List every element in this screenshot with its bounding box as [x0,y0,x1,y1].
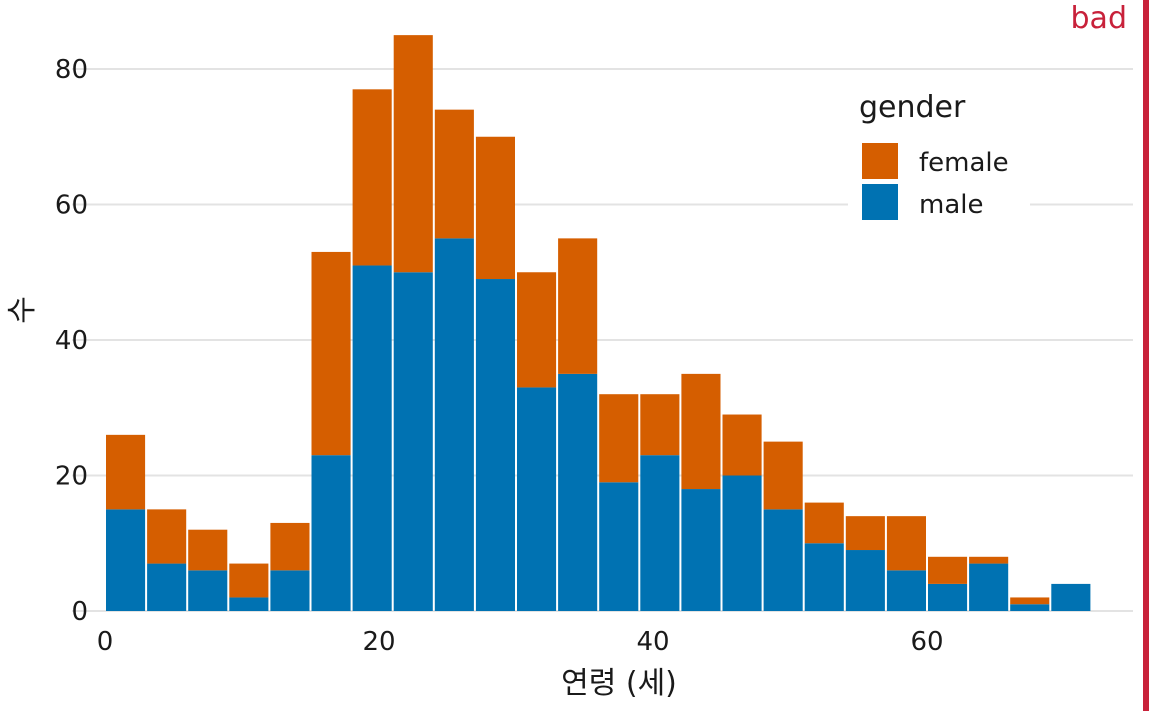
bar-female-18 [845,516,885,551]
bar-male-6 [352,265,392,611]
bar-male-7 [393,272,433,611]
bar-male-22 [1010,604,1050,611]
bar-female-13 [640,394,680,456]
y-axis-title: 수 [5,296,40,324]
legend-label-female: female [919,148,1009,178]
bar-male-0 [106,509,146,611]
x-axis-ticks: 0 20 40 60 [97,627,944,657]
bar-male-3 [229,597,269,611]
bar-female-19 [886,516,926,571]
bar-male-23 [1051,583,1091,611]
y-tick-label-40: 40 [55,326,88,356]
bar-male-5 [311,455,351,611]
y-tick-label-0: 0 [71,597,88,627]
bar-male-12 [599,482,639,611]
y-tick-label-60: 60 [55,191,88,221]
x-tick-label-20: 20 [362,627,395,657]
bar-male-1 [147,563,187,611]
bar-female-10 [517,272,557,388]
legend-label-male: male [919,190,983,220]
x-tick-label-40: 40 [636,627,669,657]
x-axis-title: 연령 (세) [561,666,677,701]
bar-male-17 [804,543,844,611]
bar-male-11 [558,373,598,611]
bar-female-0 [106,434,146,510]
bar-male-19 [886,570,926,611]
bar-female-22 [1010,597,1050,605]
bar-male-18 [845,550,885,611]
bar-male-16 [763,509,803,611]
y-tick-label-20: 20 [55,462,88,492]
bar-female-6 [352,89,392,266]
bar-female-16 [763,441,803,510]
bar-male-20 [928,583,968,611]
bad-label: bad [1071,1,1127,36]
bar-female-21 [969,556,1009,564]
bar-female-4 [270,522,310,571]
bad-indicator-bar [1143,0,1149,711]
bar-female-12 [599,394,639,483]
bar-female-5 [311,251,351,456]
legend-title: gender [859,90,966,125]
bar-female-20 [928,556,968,584]
bar-male-9 [475,279,515,611]
bar-male-8 [434,238,474,611]
y-tick-label-80: 80 [55,55,88,85]
bar-male-13 [640,455,680,611]
bar-male-14 [681,489,721,611]
bar-female-9 [475,136,515,280]
bar-female-11 [558,238,598,374]
y-axis-ticks: 0 20 40 60 80 [55,55,88,627]
bars [106,35,1091,611]
bar-male-4 [270,570,310,611]
bar-female-17 [804,502,844,544]
x-tick-label-60: 60 [910,627,943,657]
bar-female-8 [434,109,474,239]
bar-female-14 [681,373,721,490]
bar-female-1 [147,509,187,564]
bar-male-15 [722,475,762,611]
legend: gender female male [848,82,1030,230]
bar-male-10 [517,387,557,611]
x-tick-label-0: 0 [97,627,114,657]
legend-swatch-male [862,184,898,220]
bar-female-7 [393,35,433,273]
bar-female-15 [722,414,762,476]
legend-swatch-female [862,143,898,179]
bar-female-3 [229,563,269,598]
bar-female-2 [188,529,228,571]
bar-male-21 [969,563,1009,611]
bar-male-2 [188,570,228,611]
